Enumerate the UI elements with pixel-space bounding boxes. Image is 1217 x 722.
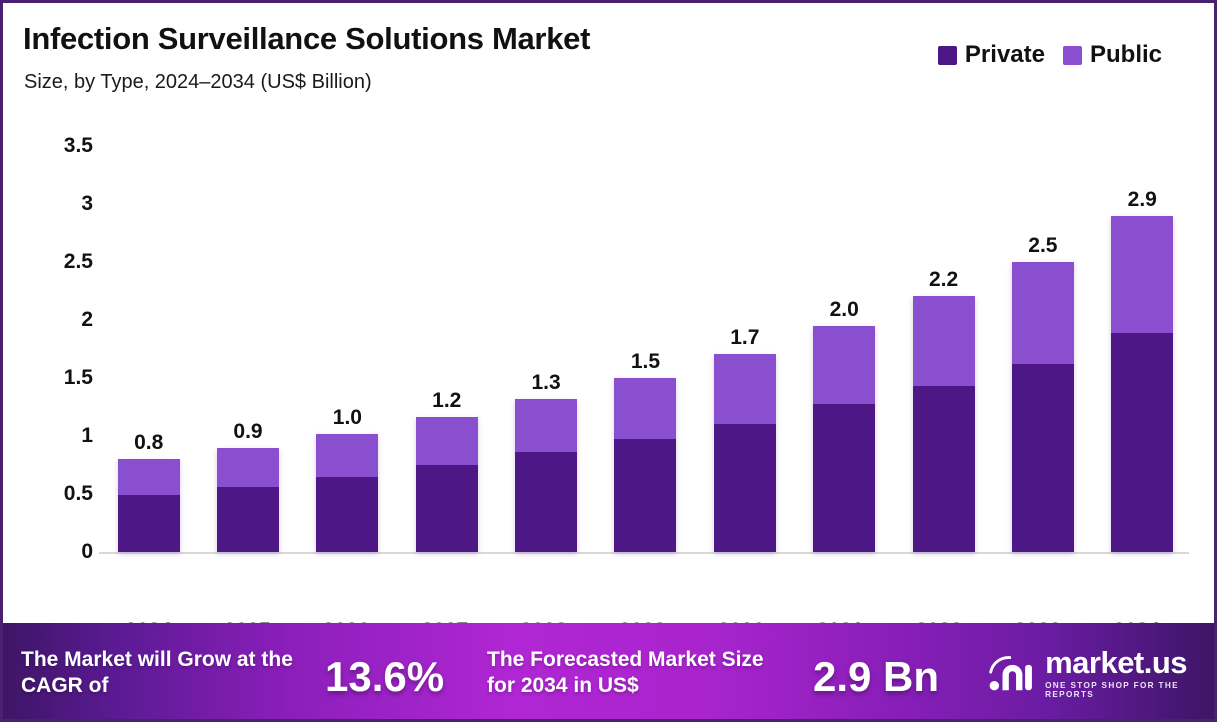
bar-segment-public[interactable] <box>614 378 677 440</box>
bar-stack[interactable] <box>1011 262 1074 552</box>
y-axis-tick: 0 <box>81 540 93 563</box>
bar-segment-public[interactable] <box>813 325 876 404</box>
bar-group[interactable]: 2.0 <box>813 111 876 611</box>
bar-total-label: 1.2 <box>432 389 462 413</box>
bar-group[interactable]: 2.2 <box>912 111 975 611</box>
chart-subtitle: Size, by Type, 2024–2034 (US$ Billion) <box>24 71 372 93</box>
bar-segment-public[interactable] <box>1111 215 1174 333</box>
page-title: Infection Surveillance Solutions Market <box>23 21 591 56</box>
footer-banner: The Market will Grow at the CAGR of 13.6… <box>3 623 1214 719</box>
bar-total-label: 1.5 <box>630 350 661 374</box>
bar-segment-private[interactable] <box>1111 332 1174 552</box>
y-axis-tick: 3.5 <box>63 134 93 157</box>
bar-group[interactable]: 1.2 <box>415 111 478 611</box>
y-axis-tick: 1 <box>81 424 93 447</box>
chart-plot-area: 0 0.5 1 1.5 2 2.5 3 3.5 0.8 0.9 1.0 1.2 1.3 1.5 1.7 2.… <box>3 111 1214 611</box>
bar-series-container: 0.8 0.9 1.0 1.2 1.3 1.5 1.7 2.0 2.2 2.5 2.9 <box>99 111 1192 611</box>
bar-group[interactable]: 0.8 <box>117 111 180 611</box>
bar-stack[interactable] <box>813 325 876 552</box>
bar-stack[interactable] <box>1111 215 1174 552</box>
bar-segment-public[interactable] <box>1011 262 1074 365</box>
bar-segment-private[interactable] <box>316 476 379 552</box>
bar-stack[interactable] <box>415 417 478 552</box>
bar-segment-private[interactable] <box>515 452 578 552</box>
market-us-bars-icon <box>989 656 1032 691</box>
bar-group[interactable]: 1.3 <box>515 111 578 611</box>
bar-stack[interactable] <box>614 378 677 552</box>
legend-item-private[interactable]: Private <box>937 41 1045 69</box>
bar-segment-private[interactable] <box>1011 364 1074 552</box>
bar-total-label: 2.5 <box>1028 234 1058 258</box>
bar-group[interactable]: 0.9 <box>217 111 280 611</box>
bar-segment-public[interactable] <box>515 398 578 453</box>
y-axis-tick: 0.5 <box>63 482 93 505</box>
legend-label-private: Private <box>964 41 1045 68</box>
y-axis-tick: 2.5 <box>63 250 93 273</box>
bar-segment-public[interactable] <box>316 433 379 477</box>
bar-total-label: 0.9 <box>233 419 263 443</box>
bar-total-label: 0.8 <box>134 431 164 455</box>
bar-segment-private[interactable] <box>217 487 280 552</box>
bar-segment-public[interactable] <box>713 353 776 425</box>
footer-size-value: 2.9 Bn <box>813 653 940 700</box>
bar-group[interactable]: 2.5 <box>1011 111 1074 611</box>
x-axis-baseline <box>99 552 1189 554</box>
bar-total-label: 2.0 <box>829 297 859 321</box>
square-swatch-icon <box>937 45 957 65</box>
y-axis: 0 0.5 1 1.5 2 2.5 3 3.5 <box>17 111 93 611</box>
bar-stack[interactable] <box>117 459 180 552</box>
chart-legend: Private Public <box>937 41 1162 69</box>
y-axis-tick: 3 <box>81 192 93 215</box>
bar-segment-public[interactable] <box>217 447 280 488</box>
logo-name: market.us <box>1045 645 1188 680</box>
logo-text: market.us ONE STOP SHOP FOR THE REPORTS <box>1045 647 1214 699</box>
bar-segment-public[interactable] <box>415 417 478 465</box>
bar-segment-private[interactable] <box>415 465 478 552</box>
bar-group[interactable]: 1.0 <box>316 111 379 611</box>
footer-cagr-value: 13.6% <box>325 653 445 700</box>
y-axis-tick: 1.5 <box>63 366 93 389</box>
bar-stack[interactable] <box>515 398 578 552</box>
bar-total-label: 1.0 <box>332 405 362 429</box>
bar-group[interactable]: 1.5 <box>614 111 677 611</box>
footer-cagr-label: The Market will Grow at the CAGR of <box>21 648 293 697</box>
y-axis-tick: 2 <box>81 308 93 331</box>
square-swatch-icon <box>1062 45 1082 65</box>
bar-segment-private[interactable] <box>912 386 975 552</box>
bar-group[interactable]: 1.7 <box>713 111 776 611</box>
logo-tagline: ONE STOP SHOP FOR THE REPORTS <box>1045 681 1179 699</box>
legend-item-public[interactable]: Public <box>1062 41 1162 69</box>
footer-size-label: The Forecasted Market Size for 2034 in U… <box>487 648 764 697</box>
bar-stack[interactable] <box>217 447 280 552</box>
bar-segment-private[interactable] <box>713 424 776 552</box>
bar-group[interactable]: 2.9 <box>1111 111 1174 611</box>
bar-segment-private[interactable] <box>813 403 876 552</box>
brand-logo[interactable]: market.us ONE STOP SHOP FOR THE REPORTS <box>988 647 1214 699</box>
bar-stack[interactable] <box>713 353 776 552</box>
bar-stack[interactable] <box>912 295 975 552</box>
bar-segment-public[interactable] <box>117 459 180 496</box>
chart-header: Infection Surveillance Solutions Market … <box>3 3 1214 111</box>
bar-segment-public[interactable] <box>912 295 975 387</box>
bar-total-label: 1.7 <box>730 325 760 349</box>
bar-segment-private[interactable] <box>614 439 677 552</box>
bar-total-label: 2.9 <box>1127 187 1157 211</box>
legend-label-public: Public <box>1089 41 1162 68</box>
bar-segment-private[interactable] <box>117 495 180 552</box>
bar-total-label: 1.3 <box>531 370 561 394</box>
bar-stack[interactable] <box>316 433 379 552</box>
bar-total-label: 2.2 <box>928 267 959 291</box>
